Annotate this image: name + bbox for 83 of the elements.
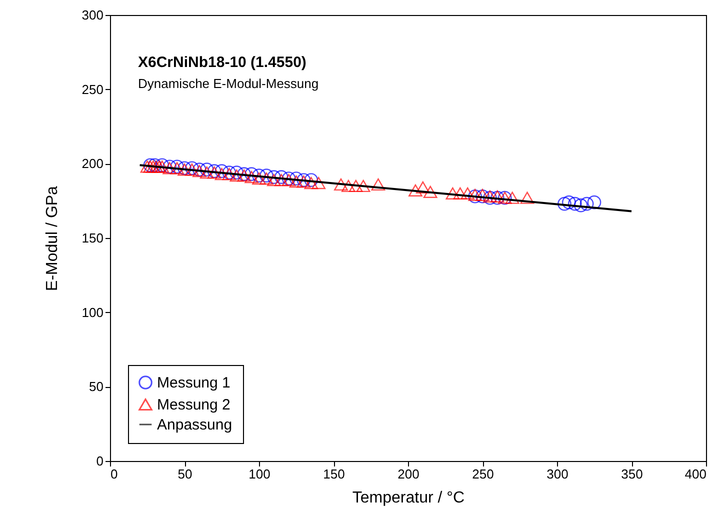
x-tick-label: 50 — [178, 466, 192, 482]
point — [304, 173, 318, 187]
legend-label: Messung 1 — [157, 374, 230, 392]
point — [289, 172, 304, 186]
point — [348, 180, 363, 192]
point — [155, 160, 170, 173]
point — [230, 169, 244, 182]
x-axis-title: Temperatur / °C — [352, 490, 465, 506]
point — [252, 172, 266, 185]
x-tick-label: 200 — [398, 466, 420, 482]
point — [334, 178, 348, 191]
point — [260, 172, 274, 185]
point — [587, 195, 602, 210]
point — [140, 160, 154, 173]
point — [574, 198, 588, 212]
x-tick-label: 100 — [248, 466, 270, 482]
point — [266, 170, 281, 184]
point — [416, 181, 430, 194]
x-tick-label: 0 — [110, 466, 118, 482]
y-tick-label: 50 — [89, 379, 104, 394]
point — [214, 168, 229, 180]
point — [468, 188, 482, 201]
y-tick-label: 200 — [82, 156, 104, 172]
point — [580, 196, 594, 211]
point — [312, 176, 326, 190]
legend-label: Anpassung — [157, 416, 232, 434]
point — [371, 178, 386, 191]
point — [289, 175, 304, 188]
text: Dynamische E-Modul-Messung — [138, 76, 319, 91]
point — [490, 190, 504, 202]
point — [162, 162, 177, 174]
y-axis-title: E-Modul / GPa — [44, 186, 61, 291]
point — [304, 176, 318, 190]
point — [146, 160, 160, 173]
x-tick-label: 250 — [472, 466, 494, 482]
point — [149, 160, 164, 173]
point — [341, 180, 356, 192]
y-tick-label: 150 — [82, 230, 104, 246]
point — [446, 187, 460, 200]
legend-label: Messung 2 — [157, 396, 230, 414]
point — [252, 168, 266, 182]
point — [520, 192, 534, 204]
point — [192, 165, 206, 178]
point — [185, 164, 199, 176]
y-tick-label: 300 — [82, 8, 104, 22]
point — [490, 190, 504, 205]
point — [244, 170, 258, 184]
point — [423, 186, 438, 198]
point — [505, 192, 520, 204]
point — [274, 174, 288, 186]
y-tick-label: 0 — [96, 454, 104, 468]
point — [468, 189, 482, 204]
point — [143, 160, 158, 173]
point — [244, 167, 258, 181]
y-tick-label: 250 — [82, 82, 104, 97]
point — [568, 196, 582, 211]
point — [200, 166, 214, 179]
point — [230, 166, 244, 180]
point — [460, 187, 475, 200]
point — [356, 180, 370, 192]
point — [476, 189, 490, 204]
x-tick-label: 300 — [546, 466, 568, 482]
text: X6CrNiNb18-10 (1.4550) — [138, 54, 306, 71]
point — [170, 162, 184, 174]
point — [207, 166, 222, 179]
point — [266, 174, 281, 186]
x-tick-label: 150 — [323, 466, 345, 482]
point — [178, 164, 192, 176]
point — [274, 170, 288, 184]
y-tick-label: 100 — [82, 304, 104, 320]
point — [476, 188, 490, 201]
point — [483, 190, 497, 202]
x-tick-label: 400 — [684, 466, 706, 482]
point — [453, 187, 468, 200]
point — [200, 162, 214, 177]
point — [152, 160, 166, 173]
point — [408, 184, 422, 197]
point — [260, 168, 274, 182]
point — [558, 196, 572, 211]
point — [214, 164, 229, 178]
x-tick-label: 350 — [621, 466, 643, 482]
point — [483, 190, 497, 205]
point — [562, 195, 576, 210]
